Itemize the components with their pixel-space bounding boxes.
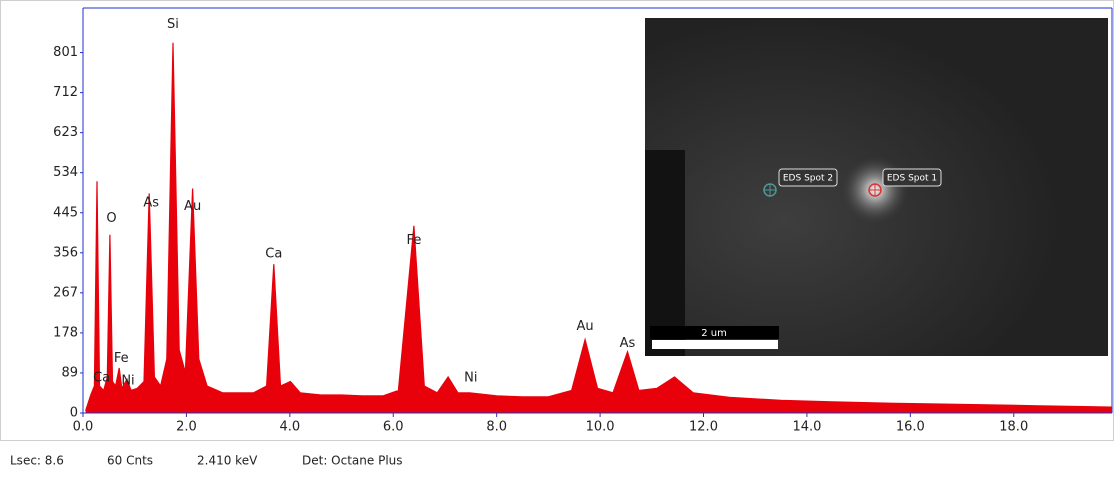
peak-label: Au — [577, 319, 594, 334]
x-tick-label: 14.0 — [792, 420, 821, 435]
x-tick-label: 6.0 — [383, 420, 404, 435]
peak-label: Fe — [407, 233, 422, 248]
spot-1-tag — [882, 168, 942, 187]
spot-2-cross — [764, 184, 776, 196]
spot-1-label: EDS Spot 1 — [887, 174, 937, 184]
peak-label: Au — [184, 199, 201, 214]
plot-area — [85, 42, 1113, 413]
y-tick-label: 356 — [53, 245, 78, 260]
peak-label: Ca — [93, 370, 110, 385]
peak-label: O — [106, 211, 116, 226]
y-tick-label: 712 — [53, 85, 78, 100]
y-tick-label: 0 — [70, 406, 78, 421]
x-tick-label: 4.0 — [279, 420, 300, 435]
peak-label: Si — [167, 17, 179, 32]
x-tick-label: 2.0 — [176, 420, 197, 435]
x-tick-label: 12.0 — [689, 420, 718, 435]
status-item: 60 Cnts — [107, 454, 153, 468]
spot-1-cross — [869, 184, 881, 196]
x-tick-label: 16.0 — [896, 420, 925, 435]
spot-2-tag — [778, 168, 838, 187]
y-tick-label: 89 — [61, 365, 78, 380]
spectrum-area — [85, 42, 1113, 413]
spectrum-line — [85, 42, 1113, 411]
status-item: Det: Octane Plus — [302, 454, 403, 468]
spot-2-label: EDS Spot 2 — [783, 174, 833, 184]
y-tick-label: 534 — [53, 165, 78, 180]
y-tick-label: 623 — [53, 125, 78, 140]
y-tick-label: 267 — [53, 285, 78, 300]
sem-inset: EDS Spot 2 EDS Spot 1 2 um — [645, 18, 1108, 356]
y-tick-label: 445 — [53, 205, 78, 220]
y-tick-label: 178 — [53, 325, 78, 340]
peak-label: Ca — [265, 247, 282, 262]
peak-label: Ni — [464, 370, 477, 385]
status-item: Lsec: 8.6 — [10, 454, 64, 468]
sem-shadow — [645, 150, 685, 356]
scale-bar-label: 2 um — [701, 328, 727, 339]
peak-label: Fe — [114, 351, 129, 366]
x-tick-label: 18.0 — [999, 420, 1028, 435]
scale-bar-bg — [650, 326, 779, 339]
scale-bar — [652, 340, 778, 349]
y-tick-label: 801 — [53, 45, 78, 60]
x-tick-label: 0.0 — [73, 420, 94, 435]
peak-label: Ni — [121, 374, 134, 389]
peak-label: As — [143, 195, 159, 210]
peak-label: As — [620, 336, 636, 351]
x-tick-label: 10.0 — [586, 420, 615, 435]
status-item: 2.410 keV — [197, 454, 258, 468]
x-tick-label: 8.0 — [486, 420, 507, 435]
